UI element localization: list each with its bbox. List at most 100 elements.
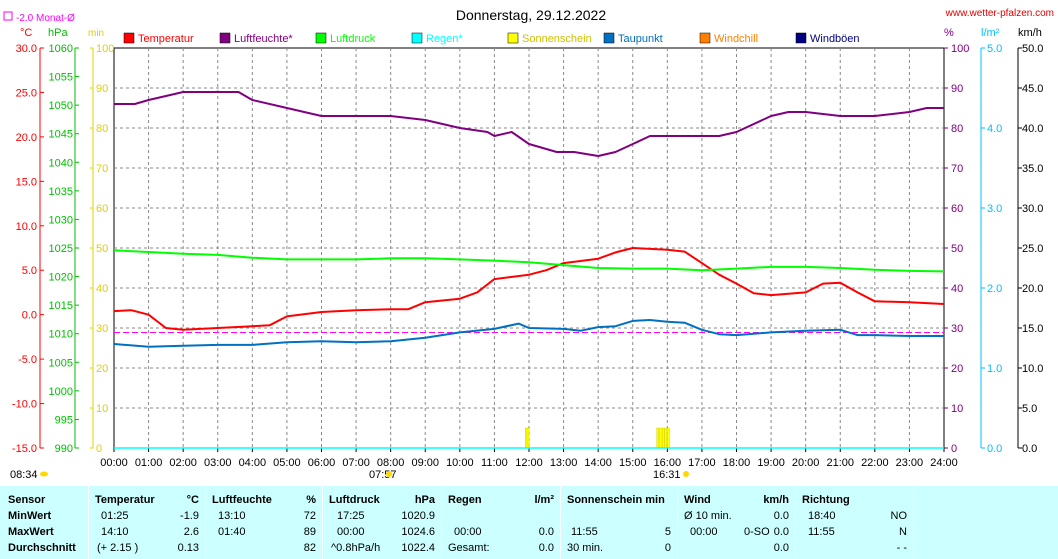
legend-label: Windböen	[810, 33, 860, 45]
sunshine-bar	[667, 427, 670, 449]
wind-axis-tick-label: 25.0	[1022, 243, 1043, 255]
hum-max-value: 89	[303, 526, 316, 538]
sun-axis-tick-label: 60	[96, 203, 108, 215]
temp-min-value: -1.9	[180, 510, 199, 522]
x-axis-tick-label: 17:00	[688, 457, 716, 469]
sun-max-time: 11:55	[571, 526, 598, 538]
x-axis-tick-label: 03:00	[204, 457, 232, 469]
pressure-axis-tick-label: 1000	[49, 386, 73, 398]
stats-wind: Wind km/h Ø 10 min. 0.0 00:00 0-SO 0.0 0…	[678, 486, 795, 559]
sunshine-bar	[664, 427, 667, 449]
temp-axis-tick-label: 5.0	[22, 265, 37, 277]
sunshine-bar	[659, 427, 662, 449]
dir-avg-value: - -	[896, 542, 907, 554]
legend-swatch	[603, 32, 615, 44]
dir-max-value: N	[899, 526, 907, 538]
x-axis-tick-label: 09:00	[411, 457, 439, 469]
sun-axis-tick-label: 50	[96, 243, 108, 255]
humidity-axis-tick-label: 10	[951, 403, 963, 415]
x-axis-tick-label: 11:00	[481, 457, 508, 469]
x-axis-tick-label: 23:00	[896, 457, 924, 469]
wind-head: Wind	[684, 494, 711, 506]
sunrise-icon	[386, 471, 392, 477]
sun-axis-tick-label: 80	[96, 123, 108, 135]
pressure-axis-tick-label: 1035	[49, 186, 73, 198]
rain-unit-head: l/m²	[534, 494, 554, 506]
wind-axis-tick-label: 5.0	[1022, 403, 1037, 415]
pressure-axis-tick-label: 1010	[49, 329, 73, 341]
x-axis-tick-label: 18:00	[723, 457, 751, 469]
legend-label: Luftdruck	[330, 33, 376, 45]
x-axis-tick-label: 01:00	[135, 457, 163, 469]
website-link[interactable]: www.wetter-pfalzen.com	[945, 8, 1054, 19]
legend-swatch	[123, 32, 135, 44]
wind-min-value: 0.0	[773, 510, 789, 522]
wind-unit-head: km/h	[763, 494, 789, 506]
x-axis-tick-label: 05:00	[273, 457, 301, 469]
stats-divider	[560, 486, 561, 559]
wind-axis-tick-label: 45.0	[1022, 83, 1043, 95]
temp-min-time: 01:25	[101, 510, 129, 522]
x-axis-tick-label: 04:00	[239, 457, 267, 469]
wind-axis-tick-label: 35.0	[1022, 163, 1043, 175]
humidity-axis-tick-label: 90	[951, 83, 963, 95]
wind-max-value: 0.0	[773, 526, 789, 538]
stats-direction: Richtung 18:40 NO 11:55 N - -	[796, 486, 913, 559]
hum-unit-head: %	[306, 494, 316, 506]
rain-axis-tick-label: 2.0	[987, 283, 1002, 295]
pressure-axis-tick-label: 1030	[49, 214, 73, 226]
chart-title: Donnerstag, 29.12.2022	[456, 7, 606, 23]
humidity-axis-tick-label: 30	[951, 323, 963, 335]
pressure-axis-tick-label: 1005	[49, 357, 73, 369]
temp-axis-tick-label: 25.0	[16, 87, 37, 99]
x-axis-tick-label: 08:00	[377, 457, 405, 469]
rain-axis-tick-label: 5.0	[987, 43, 1002, 55]
wind-axis-tick-label: 10.0	[1022, 363, 1043, 375]
stats-temperature: Temperatur °C 01:25 -1.9 14:10 2.6 (+ 2.…	[89, 486, 205, 559]
wind-axis-tick-label: 0.0	[1022, 443, 1037, 455]
sun-axis-tick-label: 70	[96, 163, 108, 175]
stats-divider	[913, 486, 914, 559]
pressure-axis-tick-label: 1045	[49, 129, 73, 141]
temp-avg-note: (+ 2.15 )	[97, 542, 139, 554]
hum-avg-value: 82	[303, 542, 316, 554]
wind-axis-tick-label: 50.0	[1022, 43, 1043, 55]
dir-max-time: 11:55	[808, 526, 835, 538]
legend-swatch	[699, 32, 711, 44]
legend-label: Temperatur	[138, 33, 194, 45]
pressure-axis-tick-label: 1055	[49, 72, 73, 84]
legend-label: Windchill	[714, 33, 758, 45]
rain-avg-note: Gesamt:	[448, 542, 490, 554]
sun-unit: min	[88, 28, 104, 39]
x-axis-tick-label: 15:00	[619, 457, 647, 469]
stats-sunshine: Sonnenschein min 11:55 5 30 min. 0	[561, 486, 677, 559]
x-axis-tick-label: 02:00	[169, 457, 197, 469]
stats-rain: Regen l/m² 00:00 0.0 Gesamt: 0.0	[442, 486, 560, 559]
rain-max-value: 0.0	[538, 526, 554, 538]
pressure-axis-tick-label: 995	[55, 414, 73, 426]
sun-axis-tick-label: 100	[96, 43, 114, 55]
temp-head: Temperatur	[95, 494, 155, 506]
wind-axis-tick-label: 15.0	[1022, 323, 1043, 335]
legend-swatch	[219, 32, 231, 44]
temp-avg-value: 0.13	[177, 542, 199, 554]
sun-head: Sonnenschein min	[567, 494, 665, 506]
x-axis-tick-label: 14:00	[584, 457, 612, 469]
pressure-axis-tick-label: 1040	[49, 157, 73, 169]
series-line-taupunkt	[113, 319, 944, 348]
sunset-label: 16:31	[653, 469, 681, 481]
legend-label: Sonnenschein	[522, 33, 592, 45]
wind-min-note: Ø 10 min.	[684, 510, 732, 522]
pressure-axis-tick-label: 1020	[49, 272, 73, 284]
legend-label: Regen*	[426, 33, 463, 45]
humidity-axis-tick-label: 20	[951, 363, 963, 375]
temp-axis-tick-label: 15.0	[16, 176, 37, 188]
temp-axis-tick-label: -15.0	[12, 443, 37, 455]
series-line-luftfeuchte	[114, 91, 944, 157]
temp-axis-tick-label: 10.0	[16, 221, 37, 233]
series-line-temperatur	[113, 247, 945, 331]
legend-swatch	[315, 32, 327, 44]
temp-max-time: 14:10	[101, 526, 129, 538]
humidity-axis-tick-label: 70	[951, 163, 963, 175]
x-axis-tick-label: 16:00	[654, 457, 682, 469]
